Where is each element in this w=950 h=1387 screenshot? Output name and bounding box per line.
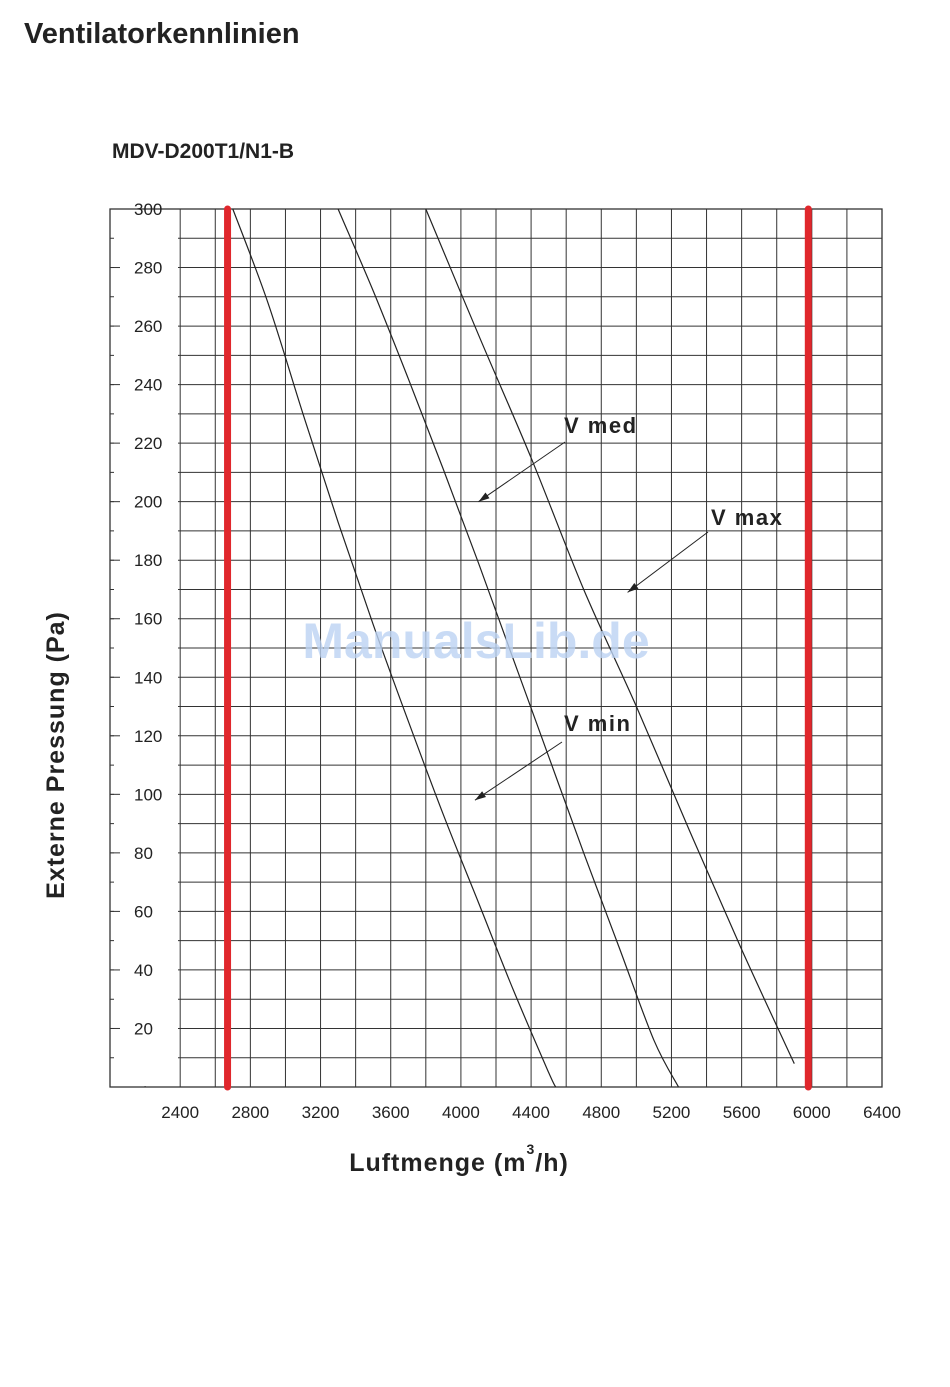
annotation-arrowhead [478, 492, 490, 502]
curve-v-max [425, 208, 795, 1064]
x-tick-label: 5600 [723, 1103, 761, 1122]
annotation-leader [474, 741, 563, 801]
y-axis-title: Externe Pressung (Pa) [42, 611, 70, 899]
annotation-leader [627, 531, 709, 593]
y-label-strip [114, 210, 178, 1086]
x-tick-label: 3600 [372, 1103, 410, 1122]
tick-labels: 20 40 60 80 100 120 140 160 180 200 220 240 260 280 30… [134, 200, 901, 1122]
x-tick-label: 6000 [793, 1103, 831, 1122]
annotation-arrowhead [627, 583, 639, 593]
x-tick-label: 2400 [161, 1103, 199, 1122]
curves [232, 208, 795, 1088]
y-tick-label: 140 [134, 668, 162, 687]
y-tick-label: 240 [134, 376, 162, 395]
grid [109, 208, 883, 1088]
x-axis-title-tail: /h) [535, 1149, 569, 1177]
x-tick-label: 3200 [302, 1103, 340, 1122]
y-tick-label: 280 [134, 259, 162, 278]
annotation-label: V med [564, 413, 638, 438]
y-tick-label: 300 [134, 200, 162, 219]
page-title: Ventilatorkennlinien [24, 18, 300, 50]
annotation-arrowhead [474, 791, 486, 801]
x-tick-label: 4000 [442, 1103, 480, 1122]
y-tick-label: 220 [134, 434, 162, 453]
x-tick-label: 5200 [653, 1103, 691, 1122]
limit-markers [224, 205, 812, 1091]
x-axis-title: Luftmenge (m3/h) [349, 1141, 569, 1177]
watermark: ManualsLib.de [302, 613, 649, 669]
annotation-label: V min [564, 711, 631, 736]
y-tick-label: 180 [134, 551, 162, 570]
annotation-label: V max [711, 505, 783, 530]
x-tick-label: 2800 [231, 1103, 269, 1122]
x-tick-label: 6400 [863, 1103, 901, 1122]
curve-v-min [232, 208, 557, 1088]
x-tick-label: 4800 [582, 1103, 620, 1122]
y-tick-label: 100 [134, 785, 162, 804]
y-tick-label: 120 [134, 727, 162, 746]
curve-annotations: V med V max V min [474, 413, 783, 801]
x-tick-label: 4400 [512, 1103, 550, 1122]
y-tick-label: 260 [134, 317, 162, 336]
y-tick-label: 200 [134, 493, 162, 512]
y-tick-label: 80 [134, 844, 153, 863]
y-tick-label: 20 [134, 1019, 153, 1038]
model-label: MDV-D200T1/N1-B [112, 140, 295, 163]
y-tick-label: 40 [134, 961, 153, 980]
y-tick-label: 60 [134, 902, 153, 921]
x-axis-title-main: Luftmenge (m [349, 1149, 526, 1177]
y-tick-label: 160 [134, 610, 162, 629]
x-axis-title-sup: 3 [526, 1141, 535, 1157]
curve-v-med [337, 208, 680, 1088]
annotation-leader [478, 441, 566, 503]
